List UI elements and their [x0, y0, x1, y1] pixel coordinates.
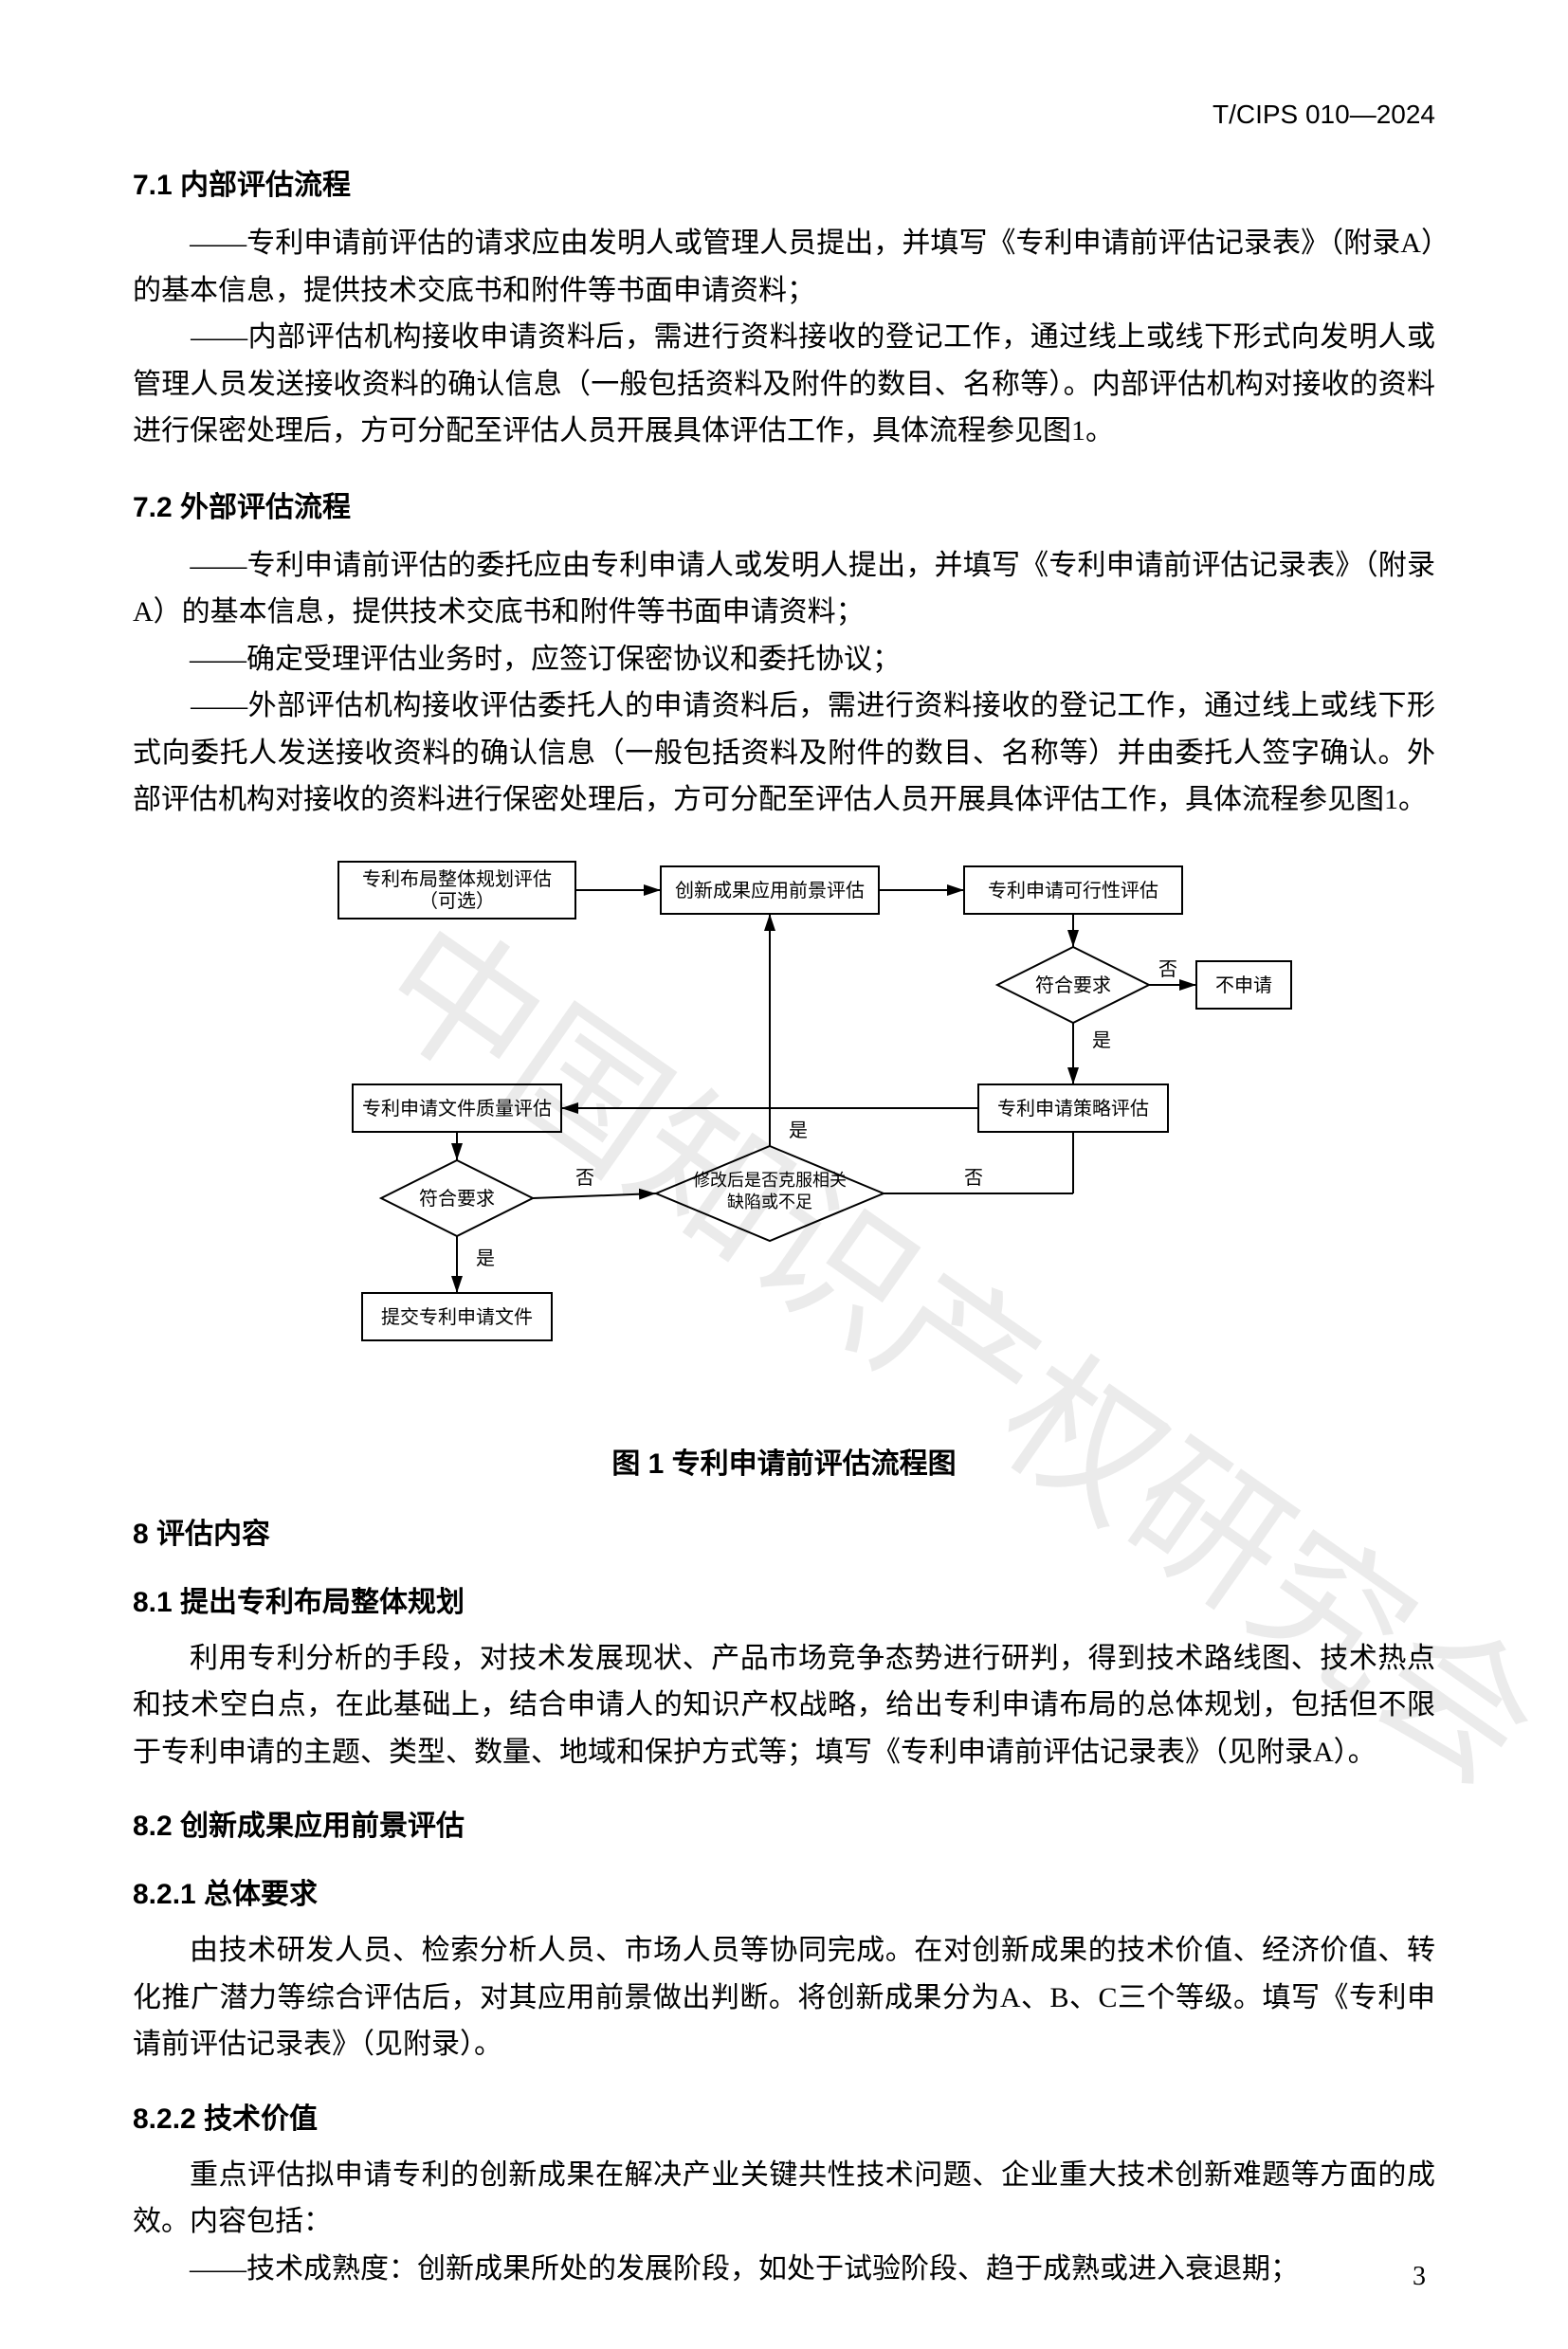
- flow-label: 专利布局整体规划评估: [362, 868, 552, 890]
- para-text: ——技术成熟度：创新成果所处的发展阶段，如处于试验阶段、趋于成熟或进入衰退期；: [190, 2253, 1299, 2285]
- para-7-1-2: ——内部评估机构接收申请资料后，需进行资料接收的登记工作，通过线上或线下形式向发…: [133, 314, 1435, 455]
- para-7-1-1: ——专利申请前评估的请求应由发明人或管理人员提出，并填写《专利申请前评估记录表》…: [133, 220, 1435, 314]
- para-7-2-1: ——专利申请前评估的委托应由专利申请人或发明人提出，并填写《专利申请前评估记录表…: [133, 542, 1435, 636]
- flowchart-svg: 专利布局整体规划评估 （可选） 创新成果应用前景评估 专利申请可行性评估 符合要…: [263, 843, 1305, 1430]
- flow-label: 是: [476, 1248, 495, 1269]
- flow-label: 符合要求: [1035, 974, 1111, 996]
- flow-label: 符合要求: [419, 1188, 495, 1210]
- flow-label: 否: [575, 1168, 594, 1189]
- flow-label: （可选）: [419, 890, 495, 912]
- heading-8-2-2: 8.2.2 技术价值: [133, 2095, 1435, 2137]
- heading-7-2: 7.2 外部评估流程: [133, 483, 1435, 525]
- para-8-2-1: 由技术研发人员、检索分析人员、市场人员等协同完成。在对创新成果的技术价值、经济价…: [133, 1927, 1435, 2068]
- para-8-2-2-1: 重点评估拟申请专利的创新成果在解决产业关键共性技术问题、企业重大技术创新难题等方…: [133, 2152, 1435, 2246]
- flow-label: 否: [964, 1168, 983, 1189]
- figure-caption: 图 1 专利申请前评估流程图: [133, 1440, 1435, 1482]
- standard-code: T/CIPS 010—2024: [1212, 100, 1435, 130]
- heading-7-1: 7.1 内部评估流程: [133, 161, 1435, 203]
- heading-8-1: 8.1 提出专利布局整体规划: [133, 1578, 1435, 1620]
- para-text: ——专利申请前评估的委托应由专利申请人或发明人提出，并填写《专利申请前评估记录表…: [133, 550, 1435, 628]
- flow-label: 创新成果应用前景评估: [675, 880, 865, 901]
- para-8-1: 利用专利分析的手段，对技术发展现状、产品市场竞争态势进行研判，得到技术路线图、技…: [133, 1635, 1435, 1776]
- document-page: T/CIPS 010—2024 7.1 内部评估流程 ——专利申请前评估的请求应…: [0, 0, 1568, 2349]
- flow-label: 缺陷或不足: [727, 1193, 812, 1211]
- flow-label: 提交专利申请文件: [381, 1306, 533, 1328]
- heading-8-2-1: 8.2.1 总体要求: [133, 1870, 1435, 1912]
- para-text: ——内部评估机构接收申请资料后，需进行资料接收的登记工作，通过线上或线下形式向发…: [133, 321, 1435, 446]
- flow-label: 专利申请策略评估: [997, 1098, 1149, 1120]
- para-7-2-3: ——外部评估机构接收评估委托人的申请资料后，需进行资料接收的登记工作，通过线上或…: [133, 683, 1435, 824]
- para-text: ——确定受理评估业务时，应签订保密协议和委托协议；: [190, 644, 901, 675]
- flow-label: 是: [1092, 1030, 1111, 1051]
- flow-edge: [533, 1193, 656, 1198]
- para-text: ——专利申请前评估的请求应由发明人或管理人员提出，并填写《专利申请前评估记录表》…: [133, 228, 1435, 306]
- para-8-2-2-2: ——技术成熟度：创新成果所处的发展阶段，如处于试验阶段、趋于成熟或进入衰退期；: [133, 2246, 1435, 2293]
- heading-8-2: 8.2 创新成果应用前景评估: [133, 1802, 1435, 1844]
- flowchart-container: 专利布局整体规划评估 （可选） 创新成果应用前景评估 专利申请可行性评估 符合要…: [133, 843, 1435, 1430]
- page-number: 3: [1413, 2262, 1426, 2292]
- para-text: ——外部评估机构接收评估委托人的申请资料后，需进行资料接收的登记工作，通过线上或…: [133, 690, 1435, 815]
- heading-8: 8 评估内容: [133, 1510, 1435, 1552]
- flow-label: 是: [789, 1120, 808, 1141]
- flow-label: 专利申请可行性评估: [988, 880, 1158, 901]
- flow-label: 修改后是否克服相关: [693, 1171, 847, 1190]
- flow-label: 不申请: [1215, 974, 1272, 996]
- para-7-2-2: ——确定受理评估业务时，应签订保密协议和委托协议；: [133, 636, 1435, 683]
- flow-label: 否: [1158, 959, 1177, 980]
- flow-label: 专利申请文件质量评估: [362, 1098, 552, 1120]
